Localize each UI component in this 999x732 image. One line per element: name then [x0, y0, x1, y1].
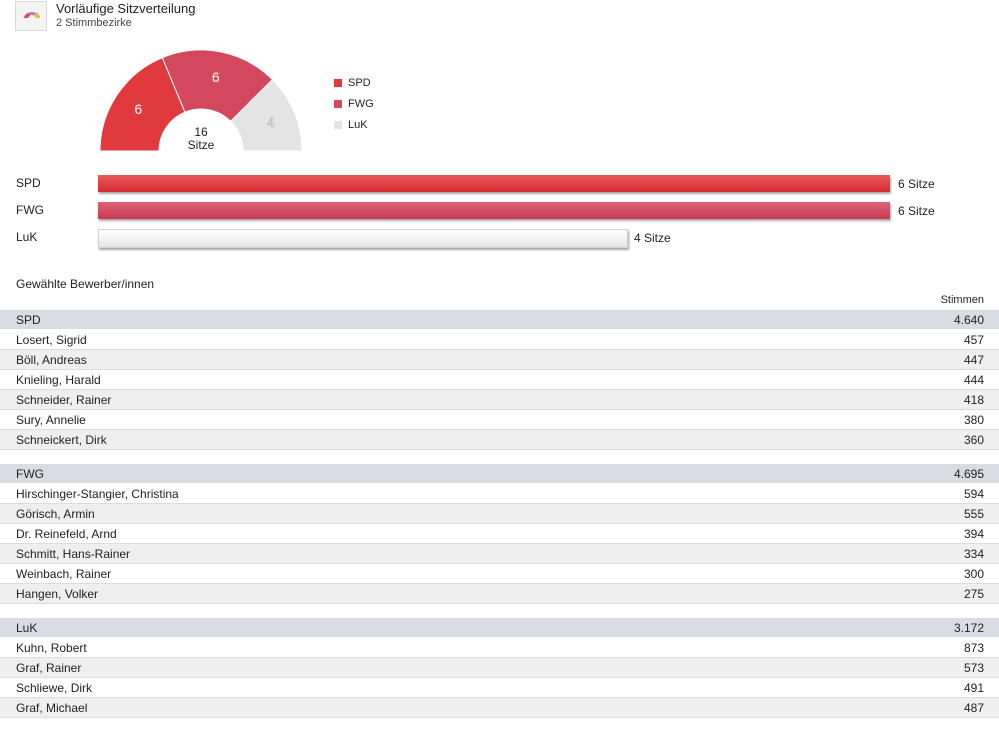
seat-slice-label-spd: 6 [134, 101, 142, 117]
candidate-name: Schmitt, Hans-Rainer [16, 547, 131, 561]
votes-column-header: Stimmen [940, 294, 984, 306]
table-row: Weinbach, Rainer 300 [0, 564, 999, 584]
table-row: Böll, Andreas 447 [0, 350, 999, 370]
seat-bar-spd [98, 175, 890, 192]
legend-swatch [334, 99, 342, 108]
party-votes-total: 4.695 [953, 467, 984, 481]
candidate-name: Görisch, Armin [16, 507, 95, 521]
candidates-title: Gewählte Bewerber/innen [16, 277, 155, 291]
party-header-row: FWG 4.695 [0, 464, 999, 484]
table-row: Graf, Michael 487 [0, 698, 999, 718]
table-row: Sury, Annelie 380 [0, 410, 999, 430]
page-subtitle: 2 Stimmbezirke [56, 17, 132, 29]
party-votes-total: 3.172 [953, 621, 984, 635]
table-row: Kuhn, Robert 873 [0, 638, 999, 658]
candidate-name: Losert, Sigrid [16, 333, 87, 347]
party-group-spd: SPD 4.640 Losert, Sigrid 457 Böll, Andreas 44… [0, 310, 999, 450]
candidate-votes: 573 [963, 661, 984, 675]
candidate-name: Kuhn, Robert [16, 641, 87, 655]
table-row: Schmitt, Hans-Rainer 334 [0, 544, 999, 564]
party-name: SPD [16, 313, 41, 327]
table-row: Knieling, Harald 444 [0, 370, 999, 390]
candidate-name: Böll, Andreas [16, 353, 87, 367]
legend-item-luk: LuK [334, 114, 374, 135]
seat-bar-fwg [98, 202, 890, 219]
page-title: Vorläufige Sitzverteilung [56, 1, 196, 16]
party-votes-total: 4.640 [953, 313, 984, 327]
candidate-name: Schneickert, Dirk [16, 433, 107, 447]
bar-row-spd: SPD 6 Sitze [0, 173, 999, 195]
bar-label: SPD [16, 176, 41, 190]
candidate-votes: 447 [963, 353, 984, 367]
party-group-luk: LuK 3.172 Kuhn, Robert 873 Graf, Rainer 573 Sc… [0, 618, 999, 718]
candidate-votes: 334 [963, 547, 984, 561]
header: Vorläufige Sitzverteilung 2 Stimmbezirke [0, 0, 999, 34]
legend-swatch [334, 120, 342, 129]
candidate-name: Sury, Annelie [16, 413, 86, 427]
table-row: Dr. Reinefeld, Arnd 394 [0, 524, 999, 544]
legend-item-fwg: FWG [334, 93, 374, 114]
candidate-votes: 444 [963, 373, 984, 387]
party-name: LuK [16, 621, 38, 635]
candidate-name: Schneider, Rainer [16, 393, 112, 407]
candidate-name: Hangen, Volker [16, 587, 99, 601]
candidate-name: Knieling, Harald [16, 373, 101, 387]
bar-label: LuK [16, 230, 38, 244]
app-logo [15, 1, 47, 31]
legend-label: SPD [348, 76, 371, 89]
bar-label: FWG [16, 203, 44, 217]
legend-item-spd: SPD [334, 72, 374, 93]
seat-bar-luk [98, 229, 628, 248]
bar-row-luk: LuK 4 Sitze [0, 227, 999, 249]
candidate-votes: 394 [963, 527, 984, 541]
candidate-votes: 300 [963, 567, 984, 581]
candidate-name: Hirschinger-Stangier, Christina [16, 487, 179, 501]
table-row: Hangen, Volker 275 [0, 584, 999, 604]
parliament-icon [24, 12, 40, 18]
candidate-votes: 380 [963, 413, 984, 427]
legend-label: LuK [348, 118, 368, 131]
bar-row-fwg: FWG 6 Sitze [0, 200, 999, 222]
bar-value-label: 6 Sitze [898, 177, 935, 191]
bar-value-label: 6 Sitze [898, 204, 935, 218]
candidate-name: Dr. Reinefeld, Arnd [16, 527, 117, 541]
candidate-votes: 594 [963, 487, 984, 501]
candidate-name: Schliewe, Dirk [16, 681, 93, 695]
total-seats-value: 16 [194, 125, 208, 139]
candidate-votes: 555 [963, 507, 984, 521]
table-row: Hirschinger-Stangier, Christina 594 [0, 484, 999, 504]
candidate-votes: 360 [963, 433, 984, 447]
table-row: Görisch, Armin 555 [0, 504, 999, 524]
chart-legend: SPD FWG LuK [334, 72, 374, 135]
party-header-row: LuK 3.172 [0, 618, 999, 638]
table-row: Schliewe, Dirk 491 [0, 678, 999, 698]
bar-value-label: 4 Sitze [634, 231, 671, 245]
table-row: Graf, Rainer 573 [0, 658, 999, 678]
candidate-name: Graf, Michael [16, 701, 88, 715]
table-row: Schneickert, Dirk 360 [0, 430, 999, 450]
party-name: FWG [16, 467, 44, 481]
seat-slice-fwg [161, 49, 274, 123]
candidate-votes: 491 [963, 681, 984, 695]
party-header-row: SPD 4.640 [0, 310, 999, 330]
candidate-votes: 457 [963, 333, 984, 347]
seat-slice-spd [99, 57, 186, 152]
table-row: Schneider, Rainer 418 [0, 390, 999, 410]
candidate-votes: 873 [963, 641, 984, 655]
seat-slice-label-luk: 4 [267, 114, 275, 130]
table-row: Losert, Sigrid 457 [0, 330, 999, 350]
legend-label: FWG [348, 97, 374, 110]
candidate-votes: 418 [963, 393, 984, 407]
total-seats-label: Sitze [188, 138, 215, 152]
seat-slice-label-fwg: 6 [212, 69, 220, 85]
candidates-table: SPD 4.640 Losert, Sigrid 457 Böll, Andreas 44… [0, 310, 999, 732]
party-group-fwg: FWG 4.695 Hirschinger-Stangier, Christina 5… [0, 464, 999, 604]
candidate-votes: 487 [963, 701, 984, 715]
candidate-name: Weinbach, Rainer [16, 567, 112, 581]
seat-distribution-chart: 6 6 4 16 Sitze [99, 49, 303, 152]
legend-swatch [334, 78, 342, 87]
candidate-votes: 275 [963, 587, 984, 601]
seat-slice-luk [229, 78, 303, 152]
candidate-name: Graf, Rainer [16, 661, 82, 675]
